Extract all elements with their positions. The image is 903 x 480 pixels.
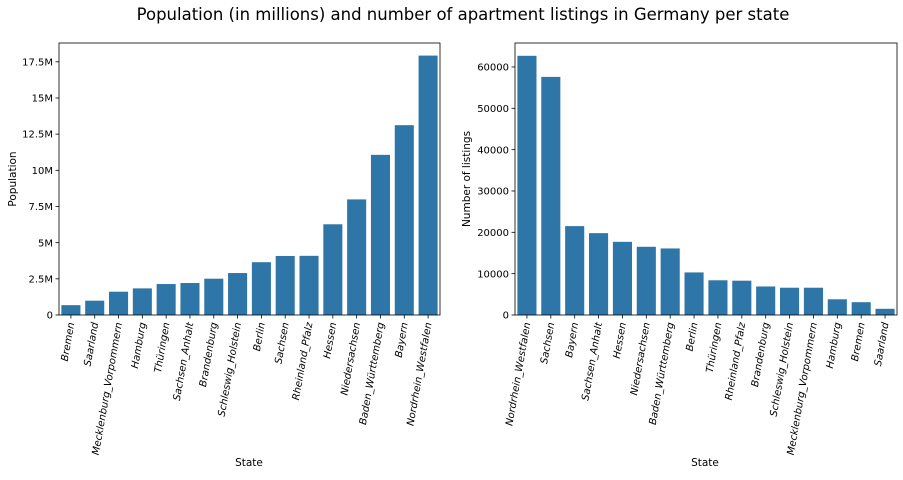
listings-x-tick-label-14: Bremen (850, 322, 868, 363)
population-plot-frame (58, 42, 441, 316)
listings-x-tick-label-15: Saarland (873, 321, 892, 367)
population-bar-12 (347, 199, 367, 315)
population-bar-6 (204, 278, 224, 315)
population-x-tick-label-6: Brandenburg (198, 322, 220, 388)
listings-bar-8 (708, 280, 728, 315)
figure-title: Population (in millions) and number of a… (137, 5, 790, 24)
listings-x-tick-label-8: Thüringen (705, 322, 725, 374)
population-bar-4 (156, 284, 176, 315)
listings-bar-6 (660, 248, 680, 315)
listings-x-axis-label: State (691, 457, 719, 469)
listings-y-tick-label-5: 50000 (477, 104, 509, 115)
population-bars (61, 55, 438, 316)
listings-x-tick-label-10: Brandenburg (750, 322, 772, 388)
listings-x-tick-label-13: Hamburg (825, 322, 844, 370)
population-x-tick-label-13: Baden_Württemberg (358, 322, 387, 426)
population-bar-8 (251, 262, 271, 315)
population-x-tick-label-7: Schleswig_Holstein (217, 322, 244, 418)
listings-x-tick-label-6: Baden_Württemberg (648, 322, 677, 426)
population-bar-13 (370, 154, 390, 315)
listings-x-tick-label-0: Nordrhein_Westfalen (504, 322, 533, 427)
population-x-tick-label-4: Thüringen (153, 322, 173, 374)
population-bar-9 (275, 255, 295, 315)
population-y-tick-label-1: 2.5M (28, 274, 53, 285)
listings-bar-9 (732, 280, 752, 315)
population-x-tick-label-8: Berlin (252, 322, 268, 353)
listings-bar-0 (517, 55, 537, 316)
population-bar-5 (180, 283, 200, 315)
listings-x-tick-label-4: Hessen (612, 322, 629, 360)
population-bar-1 (85, 300, 105, 315)
population-bar-2 (109, 291, 129, 315)
listings-y-tick-label-2: 20000 (477, 228, 509, 239)
population-x-tick-label-10: Rheinland_Pfalz (291, 321, 316, 401)
population-y-tick-label-4: 10M (32, 166, 53, 177)
population-y-axis-label: Population (7, 151, 19, 206)
listings-x-tick-label-1: Sachsen (539, 322, 557, 365)
population-chart: 0 2.5M 5M 7.5M 10M 12.5M 15M 17.5M Bremen Saarlan… (7, 42, 441, 469)
listings-bar-1 (541, 76, 561, 316)
listings-bar-12 (803, 287, 823, 315)
listings-y-tick-label-6: 60000 (477, 63, 509, 74)
listings-bar-7 (684, 272, 704, 315)
listings-x-tick-label-3: Sachsen_Anhalt (580, 321, 605, 402)
population-bar-11 (323, 224, 343, 315)
listings-bar-5 (636, 246, 656, 315)
listings-y-axis-label: Number of listings (461, 131, 473, 227)
listings-bar-2 (565, 226, 585, 315)
population-x-tick-label-12: Niedersachsen (339, 322, 363, 397)
listings-plot-frame (514, 42, 898, 316)
population-bar-0 (61, 305, 81, 315)
listings-axes: 0 10000 20000 30000 40000 50000 60000 Nordrhein… (477, 42, 898, 456)
listings-bar-14 (851, 302, 871, 315)
listings-x-tick-label-2: Bayern (564, 322, 581, 359)
population-x-tick-label-14: Bayern (394, 322, 411, 359)
listings-bars (517, 55, 895, 316)
population-x-axis-label: State (235, 457, 263, 469)
listings-chart: 0 10000 20000 30000 40000 50000 60000 Nordrhein… (461, 42, 898, 469)
population-x-tick-label-3: Hamburg (130, 322, 149, 370)
listings-bar-15 (875, 308, 895, 315)
listings-x-tick-label-9: Rheinland_Pfalz (724, 321, 749, 401)
population-x-tick-label-11: Hessen (322, 322, 339, 360)
listings-bar-3 (589, 233, 609, 315)
population-y-tick-label-6: 15M (32, 94, 53, 105)
population-y-tick-label-0: 0 (47, 311, 53, 322)
population-y-tick-label-2: 5M (38, 238, 53, 249)
population-x-tick-label-1: Saarland (83, 321, 102, 367)
listings-bar-13 (827, 299, 847, 315)
population-x-tick-label-0: Bremen (60, 322, 78, 363)
listings-y-tick-label-1: 10000 (477, 269, 509, 280)
population-y-tick-label-7: 17.5M (22, 57, 53, 68)
population-bar-15 (418, 55, 438, 316)
population-bar-10 (299, 255, 319, 315)
population-x-tick-label-15: Nordrhein_Westfalen (406, 322, 435, 427)
listings-bar-11 (780, 287, 800, 315)
population-y-tick-label-3: 7.5M (28, 202, 53, 213)
listings-y-tick-label-3: 30000 (477, 187, 509, 198)
population-y-tick-label-5: 12.5M (22, 130, 53, 141)
listings-bar-10 (756, 286, 776, 315)
population-bar-3 (132, 288, 152, 315)
population-x-tick-label-5: Sachsen_Anhalt (172, 321, 197, 402)
population-x-tick-label-9: Sachsen (274, 322, 292, 365)
listings-y-tick-label-0: 0 (503, 311, 509, 322)
listings-x-tick-label-11: Schleswig_Holstein (769, 322, 796, 418)
listings-y-tick-label-4: 40000 (477, 145, 509, 156)
listings-x-tick-label-7: Berlin (685, 322, 701, 353)
population-bar-14 (394, 125, 414, 316)
listings-x-tick-label-5: Niedersachsen (629, 322, 653, 397)
population-bar-7 (228, 273, 248, 315)
listings-bar-4 (612, 241, 632, 315)
